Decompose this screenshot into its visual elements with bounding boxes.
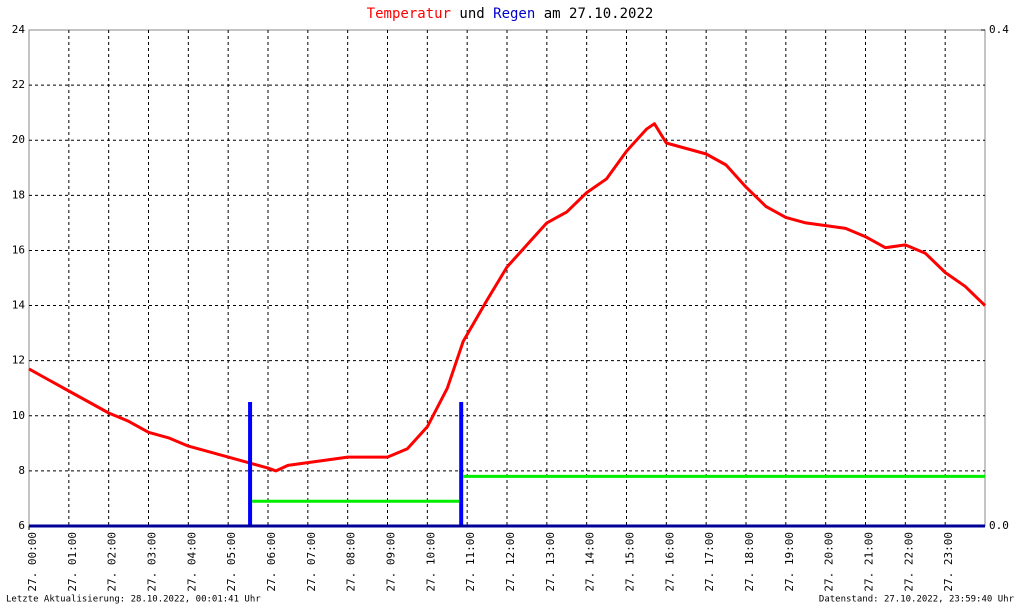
- y-tick-label: 10: [12, 409, 25, 422]
- x-tick-label: 27. 06:00: [265, 532, 278, 592]
- x-tick-label: 27. 02:00: [106, 532, 119, 592]
- x-tick-label: 27. 14:00: [584, 532, 597, 592]
- y-tick-label: 24: [12, 23, 26, 36]
- x-tick-label: 27. 01:00: [66, 532, 79, 592]
- y-tick-label: 14: [12, 299, 26, 312]
- footer-right: Datenstand: 27.10.2022, 23:59:40 Uhr: [819, 595, 1015, 605]
- x-tick-label: 27. 03:00: [146, 532, 159, 592]
- x-tick-label: 27. 10:00: [424, 532, 437, 592]
- footer-left: Letzte Aktualisierung: 28.10.2022, 00:01…: [6, 595, 261, 605]
- x-tick-label: 27. 23:00: [942, 532, 955, 592]
- x-tick-label: 27. 16:00: [663, 532, 676, 592]
- x-tick-label: 27. 08:00: [345, 532, 358, 592]
- rain-bar: [248, 402, 253, 526]
- y-tick-label: 12: [12, 354, 25, 367]
- series-line: [28, 122, 987, 473]
- y-tick-label: 6: [18, 519, 25, 532]
- x-tick-label: 27. 22:00: [902, 532, 915, 592]
- x-tick-label: 27. 05:00: [225, 532, 238, 592]
- x-tick-label: 27. 09:00: [385, 532, 398, 592]
- y-tick-label: 18: [12, 188, 25, 201]
- x-tick-label: 27. 04:00: [185, 532, 198, 592]
- title-part: am 27.10.2022: [544, 6, 654, 22]
- x-tick-label: 27. 13:00: [544, 532, 557, 592]
- x-tick-label: 27. 19:00: [783, 532, 796, 592]
- y-tick-label: 16: [12, 243, 25, 256]
- x-tick-label: 27. 00:00: [26, 532, 39, 592]
- y-tick-label: 8: [18, 464, 25, 477]
- x-tick-label: 27. 15:00: [624, 532, 637, 592]
- x-tick-label: 27. 18:00: [743, 532, 756, 592]
- x-tick-label: 27. 12:00: [504, 532, 517, 592]
- x-tick-label: 27. 17:00: [703, 532, 716, 592]
- y-tick-label: 20: [12, 133, 25, 146]
- y2-tick-label: 0.4: [989, 23, 1009, 36]
- y2-tick-label: 0.0: [989, 519, 1009, 532]
- x-tick-label: 27. 20:00: [823, 532, 836, 592]
- y-tick-label: 22: [12, 78, 25, 91]
- chart-title: Temperatur und Regen am 27.10.2022: [367, 6, 654, 22]
- title-part: Regen: [493, 6, 535, 22]
- x-tick-label: 27. 21:00: [863, 532, 876, 592]
- title-part: und: [459, 6, 484, 22]
- rain-bar: [459, 402, 464, 526]
- series-line: [252, 474, 985, 503]
- x-tick-label: 27. 07:00: [305, 532, 318, 592]
- x-tick-label: 27. 11:00: [464, 532, 477, 592]
- title-part: Temperatur: [367, 6, 451, 22]
